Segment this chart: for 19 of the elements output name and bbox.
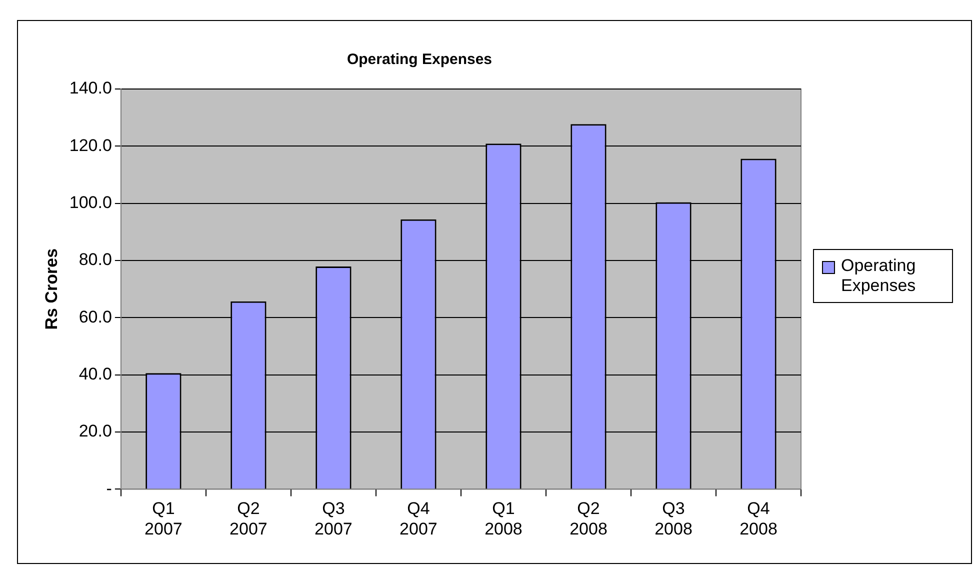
x-tick-label: Q2 2008 [570, 499, 608, 538]
y-tick-label: 80.0 [78, 250, 112, 270]
y-tick-label: 40.0 [78, 364, 112, 384]
x-tick-label: Q1 2008 [484, 499, 522, 538]
x-tick-label: Q4 2008 [740, 499, 778, 538]
chart-title: Operating Expenses [346, 51, 492, 68]
y-tick-label: 120.0 [69, 136, 112, 155]
x-tick-label: Q3 2007 [314, 499, 352, 538]
y-tick-label: - [106, 478, 112, 498]
y-tick-label: 140.0 [69, 78, 112, 98]
y-axis-title: Rs Crores [42, 248, 61, 330]
y-tick-label: 20.0 [78, 422, 112, 441]
x-tick-label: Q2 2007 [230, 499, 268, 538]
x-tick-label: Q1 2007 [144, 499, 182, 538]
y-tick-label: 60.0 [78, 307, 112, 326]
x-tick-label: Q3 2008 [654, 499, 692, 538]
y-tick-label: 100.0 [69, 193, 112, 212]
legend-label: Operating Expenses [841, 256, 917, 296]
x-tick-label: Q4 2007 [400, 499, 438, 538]
